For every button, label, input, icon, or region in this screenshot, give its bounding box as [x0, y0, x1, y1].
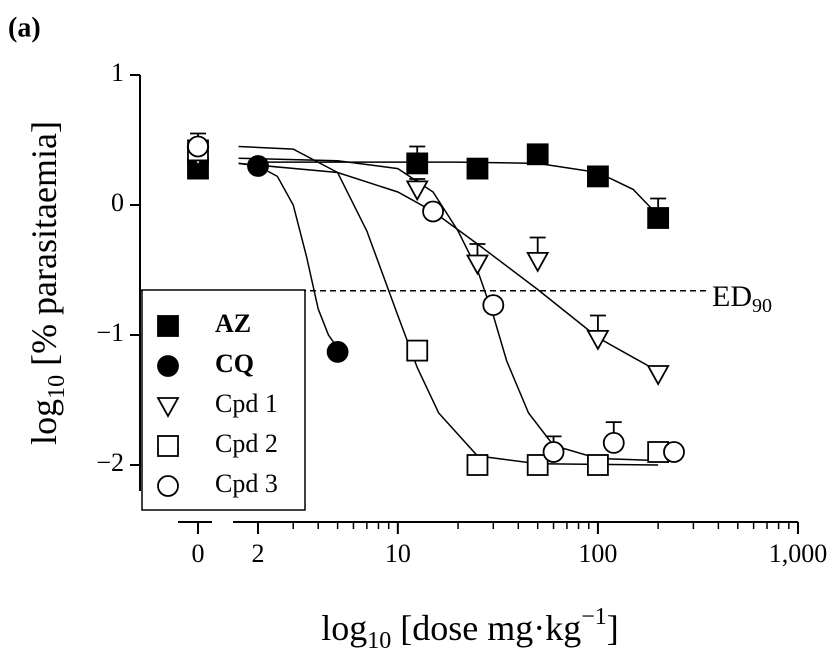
- reference-label-text: ED: [712, 280, 752, 313]
- legend-marker: [157, 355, 179, 377]
- legend: AZ CQ Cpd 1 Cpd 2 Cpd 3: [141, 289, 306, 511]
- x-axis-label: log10 [dose mg·kg−1]: [321, 604, 619, 654]
- data-point: [587, 165, 609, 188]
- panel-label: (a): [8, 12, 41, 43]
- y-tick-label: 1: [111, 58, 124, 87]
- data-point: [247, 155, 269, 177]
- legend-label: Cpd 3: [215, 469, 278, 498]
- data-point: [326, 340, 349, 363]
- x-tick-label: 0: [192, 539, 205, 568]
- reference-label-sub: 90: [752, 294, 772, 316]
- data-point: [586, 329, 610, 351]
- x-tick-label: 2: [251, 539, 264, 568]
- data-point: [466, 454, 489, 476]
- x-label-sub: 10: [367, 628, 391, 654]
- legend-marker: [156, 397, 180, 418]
- y-axis-label: log10 [% parasitaemia]: [24, 121, 69, 445]
- legend-label: Cpd 1: [215, 389, 278, 418]
- data-point: [405, 180, 429, 202]
- legend-marker: [157, 475, 179, 497]
- data-point: [526, 251, 550, 273]
- x-label-end: ]: [607, 608, 619, 648]
- legend-marker: [157, 435, 179, 457]
- data-point: [422, 200, 444, 223]
- x-tick-label: 10: [385, 539, 411, 568]
- data-point: [587, 454, 609, 476]
- y-tick-label: 0: [111, 188, 124, 217]
- data-point: [647, 207, 670, 229]
- x-tick-label: 100: [578, 539, 617, 568]
- data-point: [542, 441, 565, 463]
- data-point: [482, 294, 505, 317]
- y-label-sub: 10: [44, 375, 70, 399]
- data-point: [602, 431, 625, 454]
- y-label-text: log: [24, 399, 64, 445]
- data-point: [526, 143, 549, 166]
- legend-marker: [157, 315, 179, 337]
- reference-label: ED90: [712, 280, 772, 317]
- data-point: [406, 152, 429, 175]
- legend-label: Cpd 2: [215, 429, 278, 458]
- x-label-sup: −1: [581, 604, 607, 630]
- data-point: [466, 157, 489, 180]
- y-tick-label: −1: [96, 318, 124, 347]
- y-tick-label: −2: [96, 448, 124, 477]
- x-label-text: log: [321, 608, 367, 648]
- data-point: [465, 254, 489, 276]
- data-point: [646, 365, 670, 386]
- legend-label: CQ: [215, 349, 254, 378]
- data-point: [187, 135, 209, 158]
- y-label-rest: [% parasitaemia]: [24, 121, 64, 375]
- x-tick-label: 1,000: [769, 539, 828, 568]
- data-point: [526, 454, 549, 476]
- data-point: [406, 339, 429, 362]
- legend-label: AZ: [215, 309, 251, 338]
- x-label-rest: [dose mg·kg: [391, 608, 581, 648]
- data-point: [663, 441, 685, 463]
